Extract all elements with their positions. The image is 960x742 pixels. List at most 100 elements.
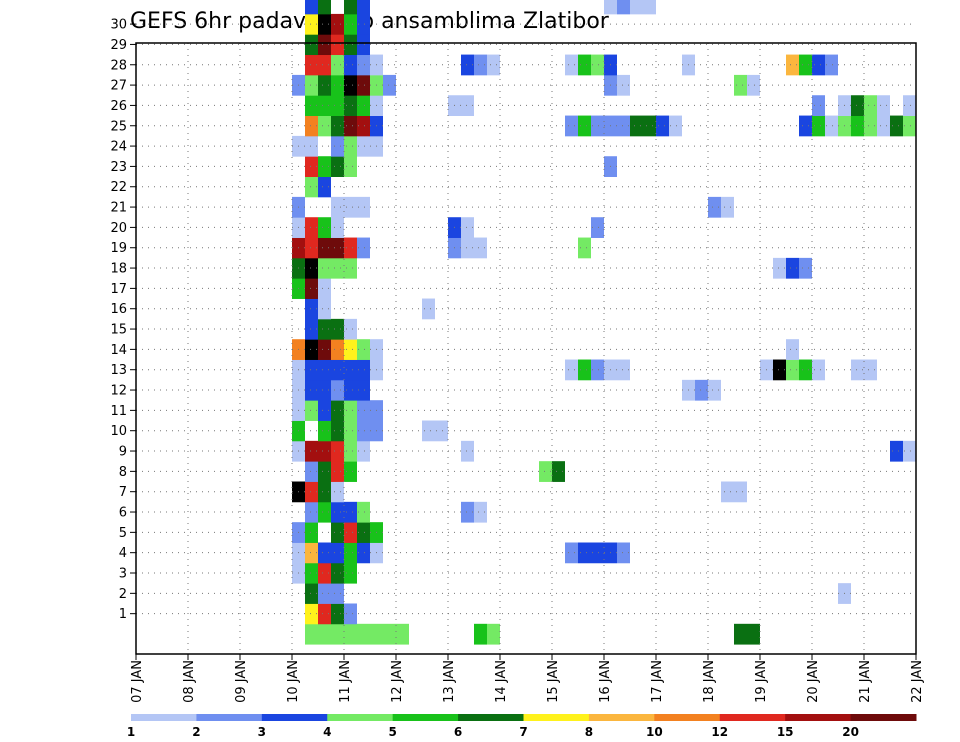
heatmap-cell [890,115,903,137]
y-tick-label: 14 [110,343,127,358]
legend-swatch [392,714,459,721]
y-tick-label: 29 [110,38,127,53]
grid-lines [136,23,916,654]
heatmap-cell [318,583,331,604]
y-tick-label: 12 [110,384,127,399]
heatmap-cell [487,54,500,76]
heatmap-cell [305,156,318,177]
heatmap-cell [617,542,630,564]
y-tick-label: 21 [110,201,127,216]
heatmap-cell [851,115,864,137]
heatmap-cell [305,400,318,421]
y-tick-label: 3 [119,567,127,582]
heatmap-cell [331,400,344,421]
heatmap-cell [851,95,864,117]
heatmap-cell [357,95,370,117]
heatmap-cell [695,379,708,401]
x-tick-label: 19 JAN [754,660,769,703]
heatmap-cell [799,54,812,76]
heatmap-cell [344,603,357,625]
heatmap-cell [812,359,825,381]
heatmap-cell [552,461,565,482]
heatmap-cell [357,522,370,543]
heatmap-cell [344,400,357,421]
heatmap-cell [422,420,435,442]
heatmap-cell [474,54,487,76]
heatmap-cell [643,115,656,137]
heatmap-cell [344,13,357,35]
heatmap-cell [331,562,344,584]
heatmap-cell [578,359,591,381]
legend-label: 12 [711,725,728,739]
heatmap-cell [331,583,344,604]
heatmap-cell [318,359,331,381]
heatmap-cell [305,542,318,564]
heatmap-cell [630,0,643,15]
legend-swatch [523,714,590,721]
heatmap-cell [344,74,357,96]
heatmap-cell [851,359,864,381]
heatmap-cell [383,623,396,645]
y-tick-label: 2 [119,587,127,602]
legend-label: 5 [388,725,396,739]
heatmap-cell [318,156,331,177]
heatmap-cell [305,135,318,157]
heatmap-cell [331,74,344,96]
heatmap-cell [357,54,370,76]
x-tick-label: 15 JAN [546,660,561,703]
heatmap-cell [305,440,318,462]
legend-label: 15 [777,725,794,739]
y-tick-label: 19 [110,241,127,256]
legend-swatch [196,714,263,721]
heatmap-cell [318,0,331,15]
heatmap-cell [747,623,760,645]
plot-frame [135,42,917,655]
heatmap-cell [357,135,370,157]
heatmap-cell [318,237,331,259]
legend-swatch [654,714,721,721]
heatmap-cell [305,115,318,137]
heatmap-cell [565,115,578,137]
heatmap-cell [370,623,383,645]
heatmap-cell [474,501,487,523]
heatmap-cell [825,115,838,137]
heatmap-cell [487,623,500,645]
heatmap-cell [864,359,877,381]
heatmap-cell [565,359,578,381]
heatmap-cell [357,440,370,462]
heatmap-cell [539,461,552,482]
heatmap-cell [305,603,318,625]
legend-label: 2 [192,725,200,739]
x-tick-label: 13 JAN [442,660,457,703]
y-tick-label: 9 [119,445,127,460]
heatmap-cell [773,257,786,279]
heatmap-cell [318,298,331,320]
heatmap-cell [318,217,331,238]
heatmap-cell [734,623,747,645]
heatmap-cell [903,115,916,137]
heatmap-cell [903,440,916,462]
heatmap-cell [305,481,318,503]
heatmap-cell [903,95,916,117]
heatmap-cell [357,196,370,218]
y-tick-label: 25 [110,119,127,134]
heatmap-cell [357,379,370,401]
heatmap-cell [734,74,747,96]
heatmap-cell [331,501,344,523]
heatmap-cell [331,257,344,279]
heatmap-cell [305,522,318,543]
heatmap-cell [617,0,630,15]
heatmap-cell [331,359,344,381]
y-tick-label: 16 [110,302,127,317]
heatmap-cell [331,54,344,76]
heatmap-cell [305,74,318,96]
heatmap-cell [591,54,604,76]
legend-swatch [327,714,394,721]
x-tick-label: 22 JAN [910,660,925,703]
heatmap-cell [877,95,890,117]
heatmap-cell [786,359,799,381]
heatmap-cell [344,359,357,381]
heatmap-cell [383,74,396,96]
heatmap-cell [591,359,604,381]
